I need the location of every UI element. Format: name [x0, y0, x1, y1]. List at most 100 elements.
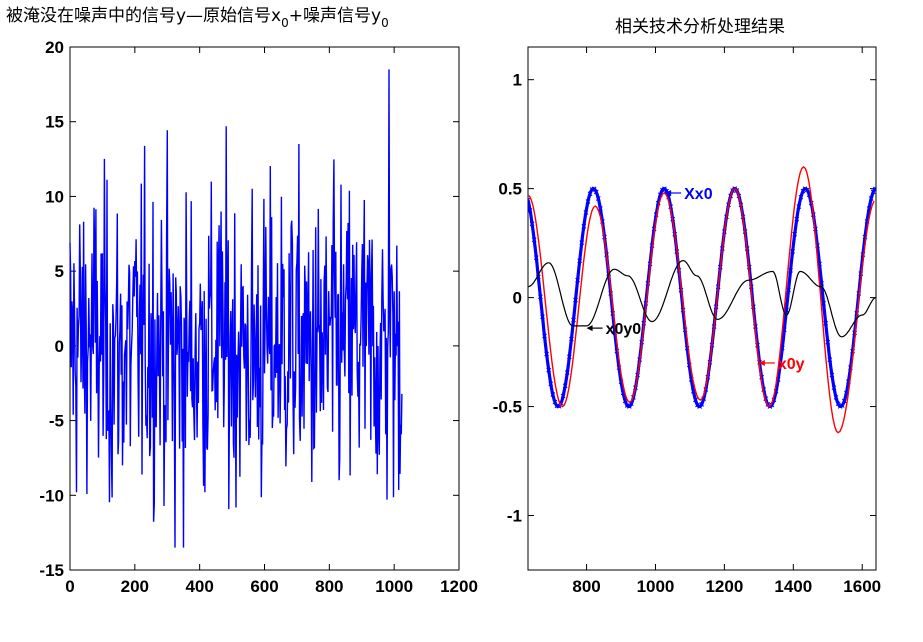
annotation-x0y0: x0y0 [586, 321, 641, 338]
left-xtick-label: 1200 [440, 577, 478, 596]
left-plot-area: 0 200 400 600 800 1000 1200 -15 -10 -5 0 5 10 15 20 [39, 38, 477, 596]
series-marker-Xx0 [546, 367, 552, 373]
right-plot-area: 800 1000 1200 1400 1600 -1 -0.5 0 0.5 1 Xx0 x0y x0y0 [493, 46, 881, 596]
series-marker-Xx0 [595, 196, 601, 201]
series-marker-Xx0 [585, 199, 591, 204]
annotation-x0y: x0y [758, 356, 805, 373]
right-xtick-label: 1000 [637, 577, 675, 596]
series-marker-Xx0 [573, 297, 578, 303]
series-marker-Xx0 [581, 224, 587, 229]
right-chart-title: 相关技术分析处理结果 [615, 17, 785, 37]
left-ytick-label: 0 [55, 337, 64, 356]
series-line-x0y0 [528, 259, 876, 338]
right-series-group [528, 165, 876, 434]
annotation-label: x0y [778, 356, 805, 373]
series-marker-Xx0 [577, 258, 583, 264]
left-ytick-label: 5 [55, 262, 64, 281]
series-marker-Xx0 [575, 277, 580, 283]
series-marker-Xx0 [540, 314, 545, 320]
series-marker-Xx0 [792, 231, 798, 237]
series-marker-Xx0 [841, 398, 847, 404]
left-ytick-label: 10 [45, 187, 64, 206]
series-marker-Xx0 [562, 383, 568, 389]
left-title-mid: +噪声信号y [289, 6, 381, 26]
annotation-arrow-head [586, 325, 593, 332]
left-xtick-label: 600 [250, 577, 278, 596]
series-marker-Xx0 [825, 339, 831, 345]
series-marker-Xx0 [591, 186, 597, 192]
series-marker-Xx0 [804, 187, 810, 193]
left-xtick-label: 800 [315, 577, 343, 596]
right-xtick-label: 800 [572, 577, 600, 596]
noisy-signal-line [69, 69, 403, 548]
series-marker-Xx0 [583, 210, 589, 215]
series-marker-Xx0 [796, 204, 802, 209]
right-ytick-label: -0.5 [493, 398, 522, 417]
series-marker-Xx0 [699, 402, 705, 407]
series-marker-Xx0 [870, 189, 876, 195]
series-marker-Xx0 [790, 249, 795, 254]
series-marker-Xx0 [529, 221, 535, 227]
annotation-arrow-head [665, 190, 672, 197]
series-marker-Xx0 [798, 194, 804, 200]
right-ytick-label: 0 [513, 289, 522, 308]
series-marker-Xx0 [823, 320, 829, 326]
series-marker-Xx0 [872, 186, 876, 192]
series-marker-Xx0 [528, 208, 533, 213]
series-marker-Xx0 [560, 393, 566, 399]
left-ytick-label: -10 [39, 486, 64, 505]
left-xtick-label: 0 [65, 577, 74, 596]
left-ytick-label: 15 [45, 113, 64, 132]
series-marker-Xx0 [827, 357, 833, 362]
series-marker-Xx0 [531, 237, 537, 243]
series-marker-Xx0 [821, 301, 826, 306]
right-xtick-label: 1200 [705, 577, 743, 596]
series-marker-Xx0 [538, 294, 543, 300]
series-marker-Xx0 [693, 397, 698, 403]
series-marker-Xx0 [829, 372, 835, 378]
series-marker-Xx0 [769, 402, 775, 408]
series-marker-Xx0 [528, 197, 531, 203]
series-marker-Xx0 [786, 287, 791, 293]
series-marker-Xx0 [593, 189, 599, 195]
left-title-main: 被淹没在噪声中的信号y—原始信号x [6, 6, 281, 26]
series-marker-Xx0 [564, 370, 570, 375]
series-marker-Xx0 [868, 196, 874, 201]
right-xtick-label: 1600 [843, 577, 881, 596]
left-title-sub0b: 0 [381, 16, 389, 30]
series-marker-Xx0 [533, 255, 539, 261]
series-marker-Xx0 [544, 351, 549, 357]
series-marker-Xx0 [839, 403, 845, 408]
left-xtick-label: 1000 [375, 577, 413, 596]
series-marker-Xx0 [552, 399, 558, 405]
series-marker-Xx0 [833, 395, 839, 400]
series-marker-Xx0 [571, 317, 576, 323]
left-xtick-label: 200 [121, 577, 149, 596]
series-marker-Xx0 [548, 381, 554, 387]
series-marker-Xx0 [598, 206, 603, 211]
left-xtick-label: 400 [185, 577, 213, 596]
noisy-signal-chart: 被淹没在噪声中的信号y—原始信号x0+噪声信号y0 0 200 400 600 800 1… [6, 6, 478, 596]
right-ytick-label: -1 [507, 507, 522, 526]
series-marker-Xx0 [788, 267, 793, 273]
left-ytick-label: 20 [45, 38, 64, 57]
right-ytick-label: 1 [513, 71, 522, 90]
left-ytick-label: -15 [39, 561, 64, 580]
series-marker-Xx0 [587, 191, 593, 197]
series-marker-Xx0 [569, 336, 574, 342]
series-marker-Xx0 [794, 216, 800, 222]
left-title-sub0: 0 [281, 16, 289, 30]
series-marker-Xx0 [542, 333, 547, 339]
series-marker-Xx0 [831, 385, 837, 391]
annotation-arrow-head [758, 359, 765, 366]
series-marker-Xx0 [579, 240, 585, 245]
left-ytick-label: -5 [49, 412, 64, 431]
left-chart-title: 被淹没在噪声中的信号y—原始信号x0+噪声信号y0 [6, 6, 389, 30]
annotation-Xx0: Xx0 [665, 186, 713, 203]
annotation-label: Xx0 [684, 186, 713, 203]
right-ytick-label: 0.5 [498, 180, 522, 199]
correlation-result-chart: 相关技术分析处理结果 800 1000 1200 1400 1600 -1 -0.5 0 0.5… [493, 17, 881, 596]
series-line-x0y [528, 165, 875, 434]
right-xtick-label: 1400 [774, 577, 812, 596]
